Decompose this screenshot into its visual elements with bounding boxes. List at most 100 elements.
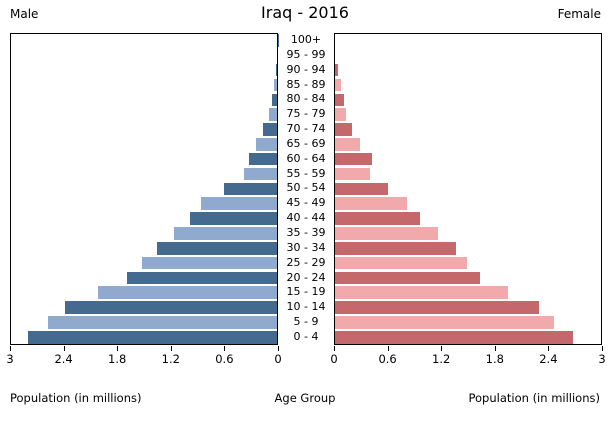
male-bar-row (10, 271, 278, 286)
male-bar-0 - 4 (27, 331, 278, 344)
male-bar-row (10, 122, 278, 137)
male-bar-40 - 44 (189, 212, 278, 225)
female-bar-10 - 14 (334, 301, 539, 314)
age-group-label: 80 - 84 (286, 92, 326, 106)
x-tick-label: 3 (598, 352, 606, 366)
female-bar-row (334, 181, 602, 196)
x-tick-label: 1.2 (432, 352, 451, 366)
age-group-label: 95 - 99 (286, 47, 326, 61)
age-group-label: 35 - 39 (286, 225, 326, 239)
female-bar-80 - 84 (334, 93, 344, 107)
female-bar-row (334, 33, 602, 48)
x-tick (63, 346, 65, 351)
x-tick (441, 346, 443, 351)
male-bar-85 - 89 (274, 78, 278, 92)
x-tick (494, 346, 496, 351)
male-bar-60 - 64 (248, 152, 278, 166)
male-bar-55 - 59 (244, 167, 278, 181)
female-bar-40 - 44 (334, 212, 420, 225)
male-bar-row (10, 92, 278, 107)
female-side-header: Female (557, 7, 601, 21)
age-group-label: 70 - 74 (286, 122, 326, 136)
male-bar-row (10, 226, 278, 241)
female-bar-row (334, 271, 602, 286)
x-tick (602, 346, 603, 351)
female-bars-plot (334, 33, 602, 345)
x-tick (548, 346, 550, 351)
male-bar-row (10, 63, 278, 78)
age-group-label: 65 - 69 (286, 136, 326, 150)
female-bar-20 - 24 (334, 271, 480, 285)
female-axis-title: Population (in millions) (468, 391, 601, 405)
age-group-label: 30 - 34 (286, 240, 326, 254)
female-bar-row (334, 152, 602, 167)
male-bar-row (10, 211, 278, 226)
male-bar-80 - 84 (271, 93, 278, 107)
female-bar-45 - 49 (334, 197, 408, 210)
x-tick-label: 1.8 (485, 352, 504, 366)
male-bar-row (10, 78, 278, 93)
age-group-label: 10 - 14 (286, 300, 326, 314)
female-bar-85 - 89 (334, 78, 342, 92)
male-bar-5 - 9 (47, 316, 278, 329)
female-bar-15 - 19 (334, 286, 509, 300)
male-axis-title: Population (in millions) (10, 391, 142, 405)
x-tick-label: 0 (274, 352, 282, 366)
female-bar-row (334, 92, 602, 107)
x-tick-label: 3 (6, 352, 14, 366)
female-bar-65 - 69 (334, 138, 360, 151)
male-bar-75 - 79 (269, 108, 278, 121)
x-tick-label: 2.4 (539, 352, 558, 366)
age-group-label: 60 - 64 (286, 151, 326, 165)
female-bar-row (334, 63, 602, 78)
female-bar-25 - 29 (334, 256, 468, 270)
male-bar-30 - 34 (156, 241, 278, 255)
female-bar-row (334, 226, 602, 241)
male-bar-row (10, 285, 278, 300)
age-group-label: 85 - 89 (286, 77, 326, 91)
male-bar-row (10, 167, 278, 182)
x-tick-label: 0.6 (215, 352, 234, 366)
female-bar-row (334, 122, 602, 137)
age-group-label: 90 - 94 (286, 62, 326, 76)
x-tick (334, 346, 335, 351)
x-tick (117, 346, 119, 351)
female-bar-row (334, 48, 602, 63)
age-group-label: 15 - 19 (286, 285, 326, 299)
x-tick-label: 2.4 (54, 352, 73, 366)
male-bar-row (10, 181, 278, 196)
age-group-label: 25 - 29 (286, 255, 326, 269)
x-tick (224, 346, 226, 351)
age-group-label: 20 - 24 (286, 270, 326, 284)
x-tick-label: 1.8 (108, 352, 127, 366)
female-bar-row (334, 285, 602, 300)
female-bar-row (334, 241, 602, 256)
male-bar-65 - 69 (255, 138, 278, 151)
male-bar-row (10, 196, 278, 211)
age-group-label: 75 - 79 (286, 107, 326, 121)
male-bar-row (10, 48, 278, 63)
female-bar-row (334, 256, 602, 271)
age-group-label: 55 - 59 (286, 166, 326, 180)
male-bar-35 - 39 (174, 227, 278, 240)
male-bar-15 - 19 (97, 286, 278, 300)
female-bar-50 - 54 (334, 182, 388, 196)
female-bar-100+ (334, 34, 335, 47)
age-group-label: 50 - 54 (286, 181, 326, 195)
x-tick-label: 0 (330, 352, 338, 366)
x-tick-label: 1.2 (161, 352, 180, 366)
age-group-label: 40 - 44 (286, 211, 326, 225)
female-bar-0 - 4 (334, 331, 574, 344)
male-bar-row (10, 107, 278, 122)
female-bar-60 - 64 (334, 152, 372, 166)
female-bar-row (334, 211, 602, 226)
female-bar-row (334, 137, 602, 152)
female-bar-30 - 34 (334, 241, 457, 255)
x-tick (387, 346, 389, 351)
male-bar-50 - 54 (224, 182, 278, 196)
chart-title: Iraq - 2016 (261, 3, 349, 22)
age-group-label: 0 - 4 (293, 329, 319, 343)
male-bar-45 - 49 (201, 197, 278, 210)
female-bar-row (334, 167, 602, 182)
